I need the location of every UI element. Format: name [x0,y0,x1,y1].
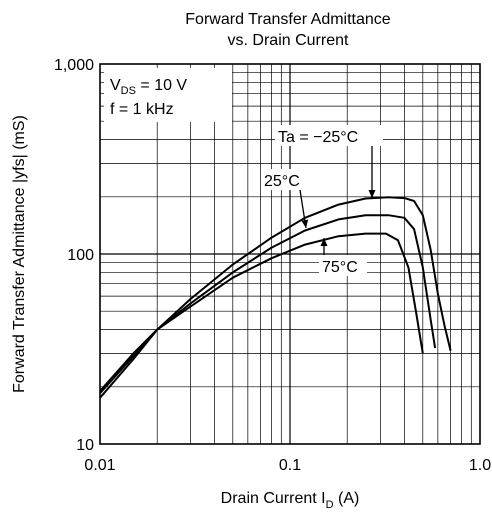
annotation-label-1: Ta = −25°C [278,129,358,146]
conditions-background [104,68,232,122]
y-tick-label: 1,000 [54,57,94,74]
annotation-arrowhead-2 [301,219,309,228]
y-tick-label: 100 [67,247,94,264]
chart-title-line-1: Forward Transfer Admittance [185,11,391,28]
x-axis-label: Drain Current ID (A) [221,490,360,511]
annotation-background [319,255,367,276]
vds-subscript: DS [121,85,136,97]
y-axis-label: Forward Transfer Admittance |yfs| (mS) [11,115,28,393]
grid [100,64,480,444]
series-group [99,196,452,399]
x-axis-label-subscript: D [326,499,334,511]
annotation-background [275,125,383,146]
plot-frame [99,63,481,445]
chart-title-line-2: vs. Drain Current [228,32,349,49]
x-axis-label-text: Drain Current I [221,490,326,507]
x-axis-label-unit: (A) [334,490,360,507]
condition-vds: VDS = 10 V [110,77,187,97]
series-line-3 [99,232,424,399]
annotation-arrowhead-3 [320,238,328,246]
series-line-2 [99,214,437,394]
annotation-label-2: 25°C [264,173,300,190]
x-tick-label: 0.01 [84,457,115,474]
x-tick-label: 0.1 [279,457,301,474]
annotation-arrowhead-1 [368,190,376,198]
y-tick-label: 10 [76,437,94,454]
series-annotations: Ta = −25°C 25°C 75°C [261,125,383,276]
tick-labels: 0.01 0.1 1.0 10 100 1,000 [54,57,491,474]
vds-value: = 10 V [136,77,187,94]
annotation-background [261,169,309,190]
annotation-label-3: 75°C [322,259,358,276]
vds-symbol: V [110,77,121,94]
series-line-1 [99,196,452,392]
x-tick-label: 1.0 [469,457,491,474]
condition-frequency: f = 1 kHz [110,101,174,118]
conditions-box: VDS = 10 V f = 1 kHz [104,68,232,122]
